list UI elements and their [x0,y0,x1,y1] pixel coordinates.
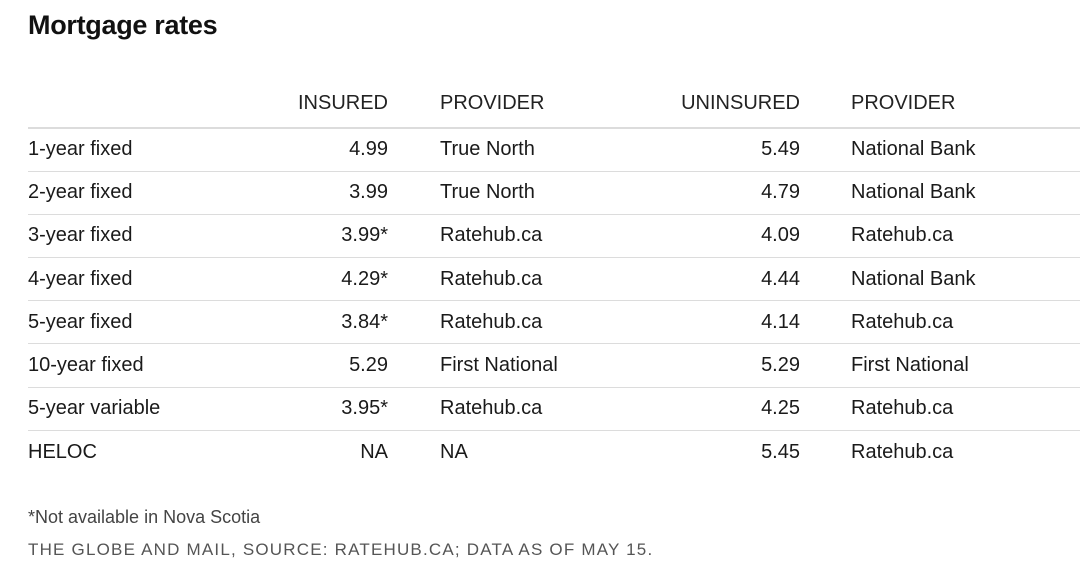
cell-insured-provider: Ratehub.ca [388,214,622,259]
table-row: 5-year fixed 3.84* Ratehub.ca 4.14 Ratehub.c… [28,300,1080,345]
cell-uninsured-rate: 4.14 [622,300,800,345]
cell-insured-rate: NA [360,440,388,463]
cell-uninsured-rate: 4.09 [622,214,800,259]
cell-insured-provider: Ratehub.ca [388,300,622,345]
cell-uninsured-provider: Ratehub.ca [800,387,1080,431]
header-insured: INSURED [258,80,388,129]
cell-uninsured-provider: National Bank [800,257,1080,302]
cell-insured-rate: 5.29 [258,343,388,388]
cell-uninsured-provider: National Bank [800,171,1080,215]
cell-insured-rate: 3.84* [258,300,388,345]
cell-uninsured-rate: 5.29 [622,343,800,388]
header-uninsured: UNINSURED [622,80,800,129]
cell-insured-provider: Ratehub.ca [388,387,622,431]
table-row: 5-year variable 3.95* Ratehub.ca 4.25 Ratehu… [28,387,1080,431]
table-row: HELOC NA NA 5.45 Ratehub.ca [28,430,1080,473]
cell-insured-rate: 3.99 [258,171,388,215]
cell-term: 4-year fixed [28,257,258,302]
cell-insured-rate: 4.29* [258,257,388,302]
page-title: Mortgage rates [28,10,218,40]
header-insured-provider: PROVIDER [388,80,622,129]
cell-uninsured-provider: Ratehub.ca [851,440,954,463]
cell-term: 3-year fixed [28,214,258,259]
cell-uninsured-provider: First National [800,343,1080,388]
cell-uninsured-rate: 4.44 [622,257,800,302]
cell-term: 1-year fixed [28,128,258,172]
cell-term: 5-year variable [28,387,258,431]
cell-term: 2-year fixed [28,171,258,215]
table-row: 2-year fixed 3.99 True North 4.79 National B… [28,171,1080,215]
cell-insured-provider: Ratehub.ca [388,257,622,302]
table-header-row: INSURED PROVIDER UNINSURED PROVIDER [28,80,1080,129]
table-row: 3-year fixed 3.99* Ratehub.ca 4.09 Ratehub.c… [28,214,1080,259]
cell-term: HELOC [28,440,97,463]
cell-uninsured-rate: 5.45 [761,440,800,463]
cell-insured-provider: True North [388,128,622,172]
cell-uninsured-provider: National Bank [800,128,1080,172]
header-uninsured-provider: PROVIDER [800,80,1080,129]
mortgage-rates-table: INSURED PROVIDER UNINSURED PROVIDER 1-ye… [28,80,1080,474]
cell-term: 5-year fixed [28,300,258,345]
cell-insured-rate: 4.99 [258,128,388,172]
footnote: *Not available in Nova Scotia [28,507,261,527]
cell-term: 10-year fixed [28,343,258,388]
table-row: 10-year fixed 5.29 First National 5.29 First… [28,343,1080,388]
cell-insured-provider: First National [388,343,622,388]
source-credit: THE GLOBE AND MAIL, SOURCE: RATEHUB.CA; … [28,540,654,559]
header-term [28,80,258,129]
cell-insured-provider: True North [388,171,622,215]
cell-insured-rate: 3.99* [258,214,388,259]
cell-insured-provider: NA [440,440,468,463]
cell-uninsured-rate: 5.49 [622,128,800,172]
cell-uninsured-rate: 4.79 [622,171,800,215]
cell-uninsured-provider: Ratehub.ca [800,214,1080,259]
table-row: 1-year fixed 4.99 True North 5.49 National B… [28,128,1080,172]
cell-insured-rate: 3.95* [258,387,388,431]
cell-uninsured-rate: 4.25 [622,387,800,431]
table-row: 4-year fixed 4.29* Ratehub.ca 4.44 National … [28,257,1080,302]
cell-uninsured-provider: Ratehub.ca [800,300,1080,345]
